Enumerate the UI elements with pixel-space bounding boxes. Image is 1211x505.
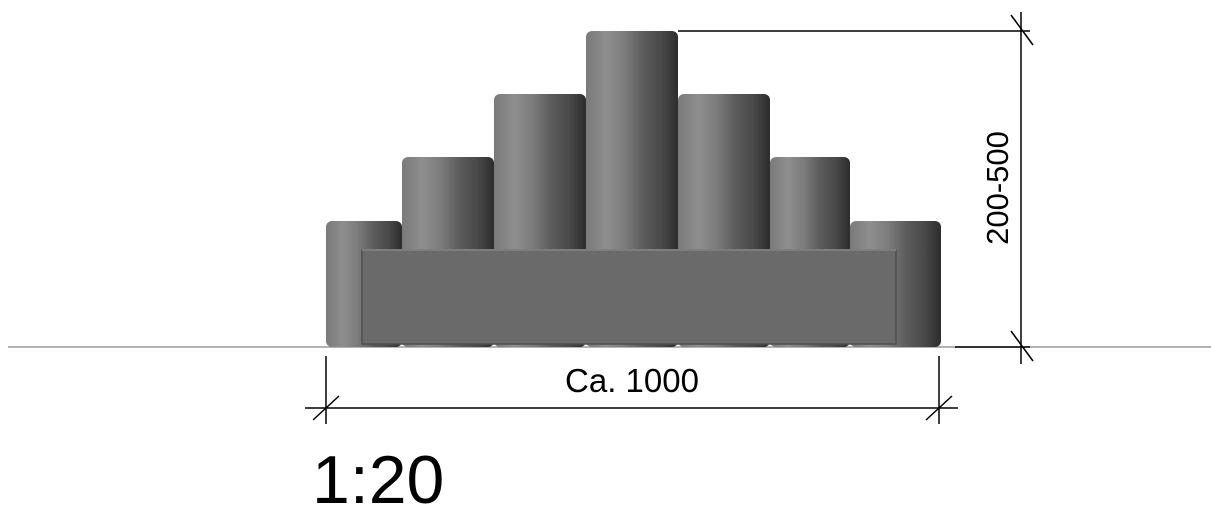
base-block bbox=[361, 249, 897, 345]
bollard-group bbox=[326, 31, 941, 347]
height-dimension: 200-500 bbox=[678, 12, 1034, 364]
height-label: 200-500 bbox=[980, 131, 1015, 245]
width-tick-left bbox=[312, 395, 340, 421]
height-tick-bottom bbox=[1010, 330, 1034, 362]
width-dimension: Ca. 1000 bbox=[305, 356, 958, 424]
height-tick-top bbox=[1010, 14, 1034, 46]
width-tick-right bbox=[925, 395, 953, 421]
scale-label: 1:20 bbox=[312, 442, 444, 505]
width-label: Ca. 1000 bbox=[565, 362, 699, 399]
